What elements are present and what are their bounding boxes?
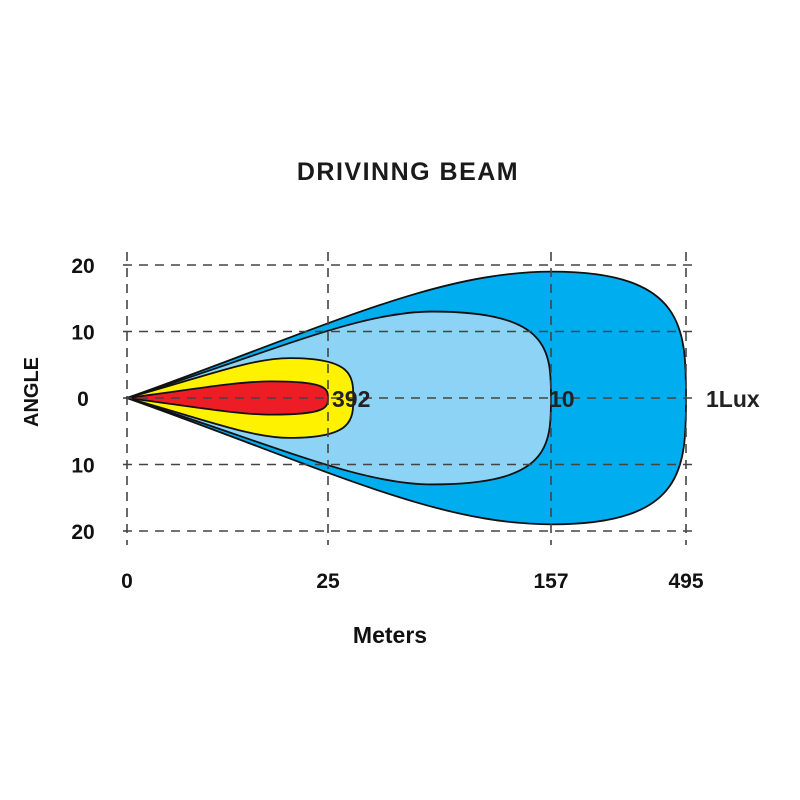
x-tick-label: 0	[121, 570, 133, 593]
y-tick-label: 0	[77, 388, 89, 411]
contour-label-10: 10	[549, 386, 575, 412]
grid-lines	[123, 252, 694, 545]
contour-labels: 1Lux 10 392	[332, 386, 760, 412]
x-tick-label: 157	[533, 570, 568, 593]
x-tick-label: 25	[316, 570, 340, 593]
y-tick-label: 10	[71, 322, 94, 345]
contour-label-1lux: 1Lux	[706, 386, 760, 412]
x-axis-title: Meters	[353, 622, 427, 648]
y-tick-label: 10	[71, 455, 94, 478]
y-tick-label: 20	[71, 521, 94, 544]
tick-labels: 20 10 0 10 20 0 25 157 495	[71, 255, 704, 593]
y-tick-label: 20	[71, 255, 94, 278]
x-tick-label: 495	[668, 570, 703, 593]
chart-title: DRIVINNG BEAM	[296, 158, 520, 186]
y-axis-title: ANGLE	[21, 357, 43, 427]
contour-label-392: 392	[332, 386, 370, 412]
